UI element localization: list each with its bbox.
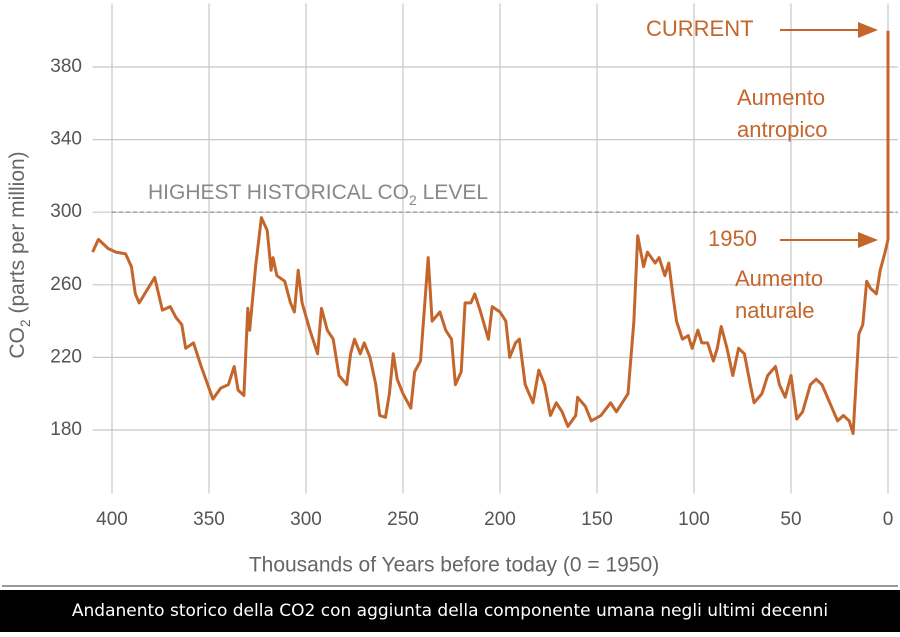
caption-bar <box>0 590 900 632</box>
ref-rest: LEVEL <box>417 181 488 204</box>
x-tick-label: 350 <box>193 509 225 530</box>
y-label-sub: 2 <box>17 319 33 327</box>
y-tick-label: 300 <box>50 201 82 222</box>
ref-sub: 2 <box>409 192 417 208</box>
anthropic-line-2: antropico <box>737 117 828 142</box>
x-tick-label: 0 <box>883 509 894 530</box>
x-tick-label: 250 <box>387 509 419 530</box>
natural-line-1: Aumento <box>735 266 823 291</box>
x-tick-label: 50 <box>780 509 801 530</box>
y-tick-label: 340 <box>50 129 82 150</box>
plot <box>91 30 890 436</box>
x-axis-label: Thousands of Years before today (0 = 195… <box>249 554 659 577</box>
y-tick-label: 220 <box>50 346 82 367</box>
x-tick-label: 200 <box>484 509 516 530</box>
y-label-rest: (parts per million) <box>6 151 29 319</box>
ref-main: HIGHEST HISTORICAL CO <box>148 181 409 204</box>
caption: Andanento storico della CO2 con aggiunta… <box>72 601 828 621</box>
grid <box>92 3 898 494</box>
y-tick-label: 380 <box>50 56 82 77</box>
y-axis-label: CO2 (parts per million) <box>6 151 33 358</box>
data-line <box>91 30 890 436</box>
natural-line-2: naturale <box>735 298 815 323</box>
anthropic-line-1: Aumento <box>737 85 825 110</box>
reference-label: HIGHEST HISTORICAL CO2 LEVEL <box>148 181 488 208</box>
year-label: 1950 <box>708 226 757 251</box>
y-tick-label: 260 <box>50 274 82 295</box>
x-tick-label: 150 <box>581 509 613 530</box>
x-tick-label: 100 <box>678 509 710 530</box>
current-label: CURRENT <box>646 16 754 41</box>
x-tick-label: 300 <box>290 509 322 530</box>
y-label-main: CO <box>6 327 29 359</box>
x-tick-label: 400 <box>96 509 128 530</box>
y-tick-label: 180 <box>50 419 82 440</box>
